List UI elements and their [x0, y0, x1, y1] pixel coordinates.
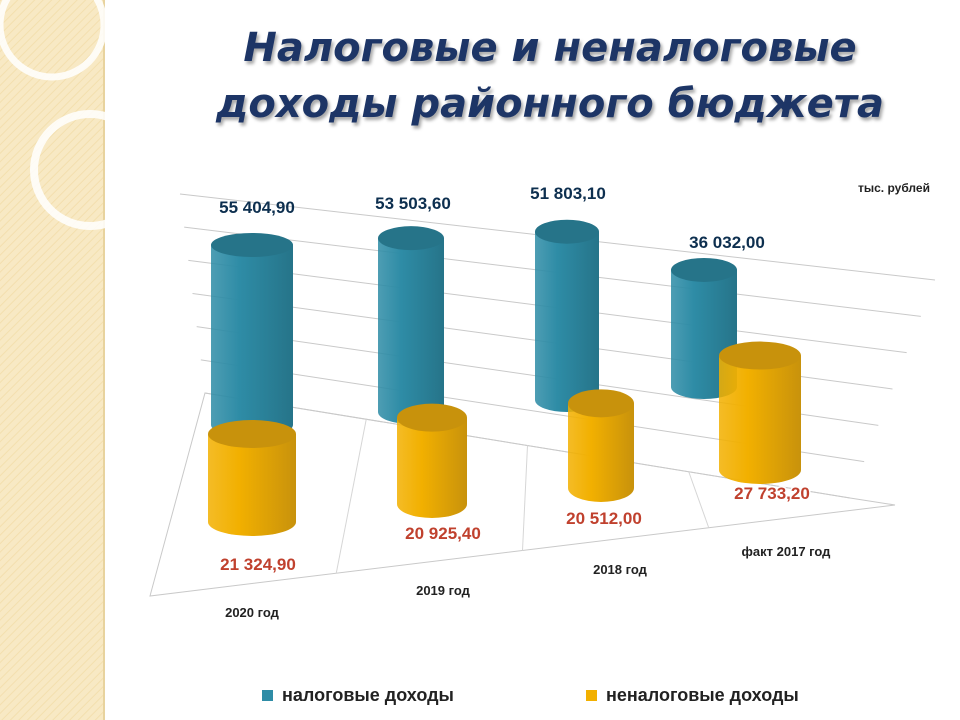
bar-tax-1 [378, 226, 444, 424]
bar-nontax-1-body [397, 417, 467, 518]
data-label-nontax: 20 512,00 [566, 509, 642, 528]
legend-label-tax: налоговые доходы [282, 685, 454, 705]
floor-divider [335, 419, 367, 574]
category-label: 2018 год [593, 562, 648, 577]
data-label-nontax: 27 733,20 [734, 484, 810, 503]
category-label: 2019 год [416, 583, 471, 598]
bar-tax-0-body [211, 245, 293, 437]
decorative-ring-large [0, 0, 105, 81]
bar-tax-2-top [535, 219, 599, 244]
title-line-2: доходы районного бюджета [216, 81, 884, 127]
title-line-1: Налоговые и неналоговые [243, 25, 857, 71]
bar-tax-2-body [535, 231, 599, 412]
bar-nontax-0-top [208, 420, 296, 448]
legend-item-nontax: неналоговые доходы [586, 685, 799, 706]
bar-nontax-2 [568, 389, 634, 502]
bar-nontax-0 [208, 420, 296, 536]
decorative-side-panel [0, 0, 105, 720]
data-label-tax: 51 803,10 [530, 184, 606, 203]
unit-label: тыс. рублей [858, 181, 930, 195]
bar-nontax-2-body [568, 403, 634, 502]
bar-nontax-0-body [208, 434, 296, 536]
data-label-nontax: 21 324,90 [220, 555, 296, 574]
bar-tax-1-body [378, 238, 444, 424]
bar-nontax-2-top [568, 389, 634, 418]
bar-nontax-1-top [397, 403, 467, 432]
chart-bars [208, 219, 801, 536]
bar-tax-0-top [211, 233, 293, 257]
decorative-ring-small [30, 110, 105, 230]
floor-divider [688, 471, 710, 528]
bar-tax-1-top [378, 226, 444, 251]
bar-tax-2 [535, 219, 599, 412]
legend-swatch-nontax [586, 690, 597, 701]
bar-nontax-3-top [719, 341, 801, 370]
category-label: 2020 год [225, 605, 280, 620]
bar-nontax-3 [719, 341, 801, 484]
legend-label-nontax: неналоговые доходы [606, 685, 799, 705]
chart-labels: 55 404,90 53 503,60 51 803,10 36 032,00 21 3… [219, 184, 832, 620]
data-label-tax: 55 404,90 [219, 198, 295, 217]
data-label-nontax: 20 925,40 [405, 524, 481, 543]
floor-outline [149, 392, 896, 597]
legend-item-tax: налоговые доходы [262, 685, 454, 706]
page-title: Налоговые и неналоговые доходы районного… [150, 20, 950, 132]
category-label: факт 2017 год [742, 544, 832, 559]
chart-floor [149, 392, 896, 597]
legend-swatch-tax [262, 690, 273, 701]
bar-nontax-3-body [719, 355, 801, 484]
data-label-tax: 53 503,60 [375, 194, 451, 213]
legend: налоговые доходы неналоговые доходы [0, 685, 960, 709]
bar-tax-3-top [671, 257, 737, 282]
data-label-tax: 36 032,00 [689, 233, 765, 252]
floor-divider [522, 445, 528, 551]
bar-nontax-1 [397, 403, 467, 518]
bar-tax-0 [211, 233, 293, 437]
